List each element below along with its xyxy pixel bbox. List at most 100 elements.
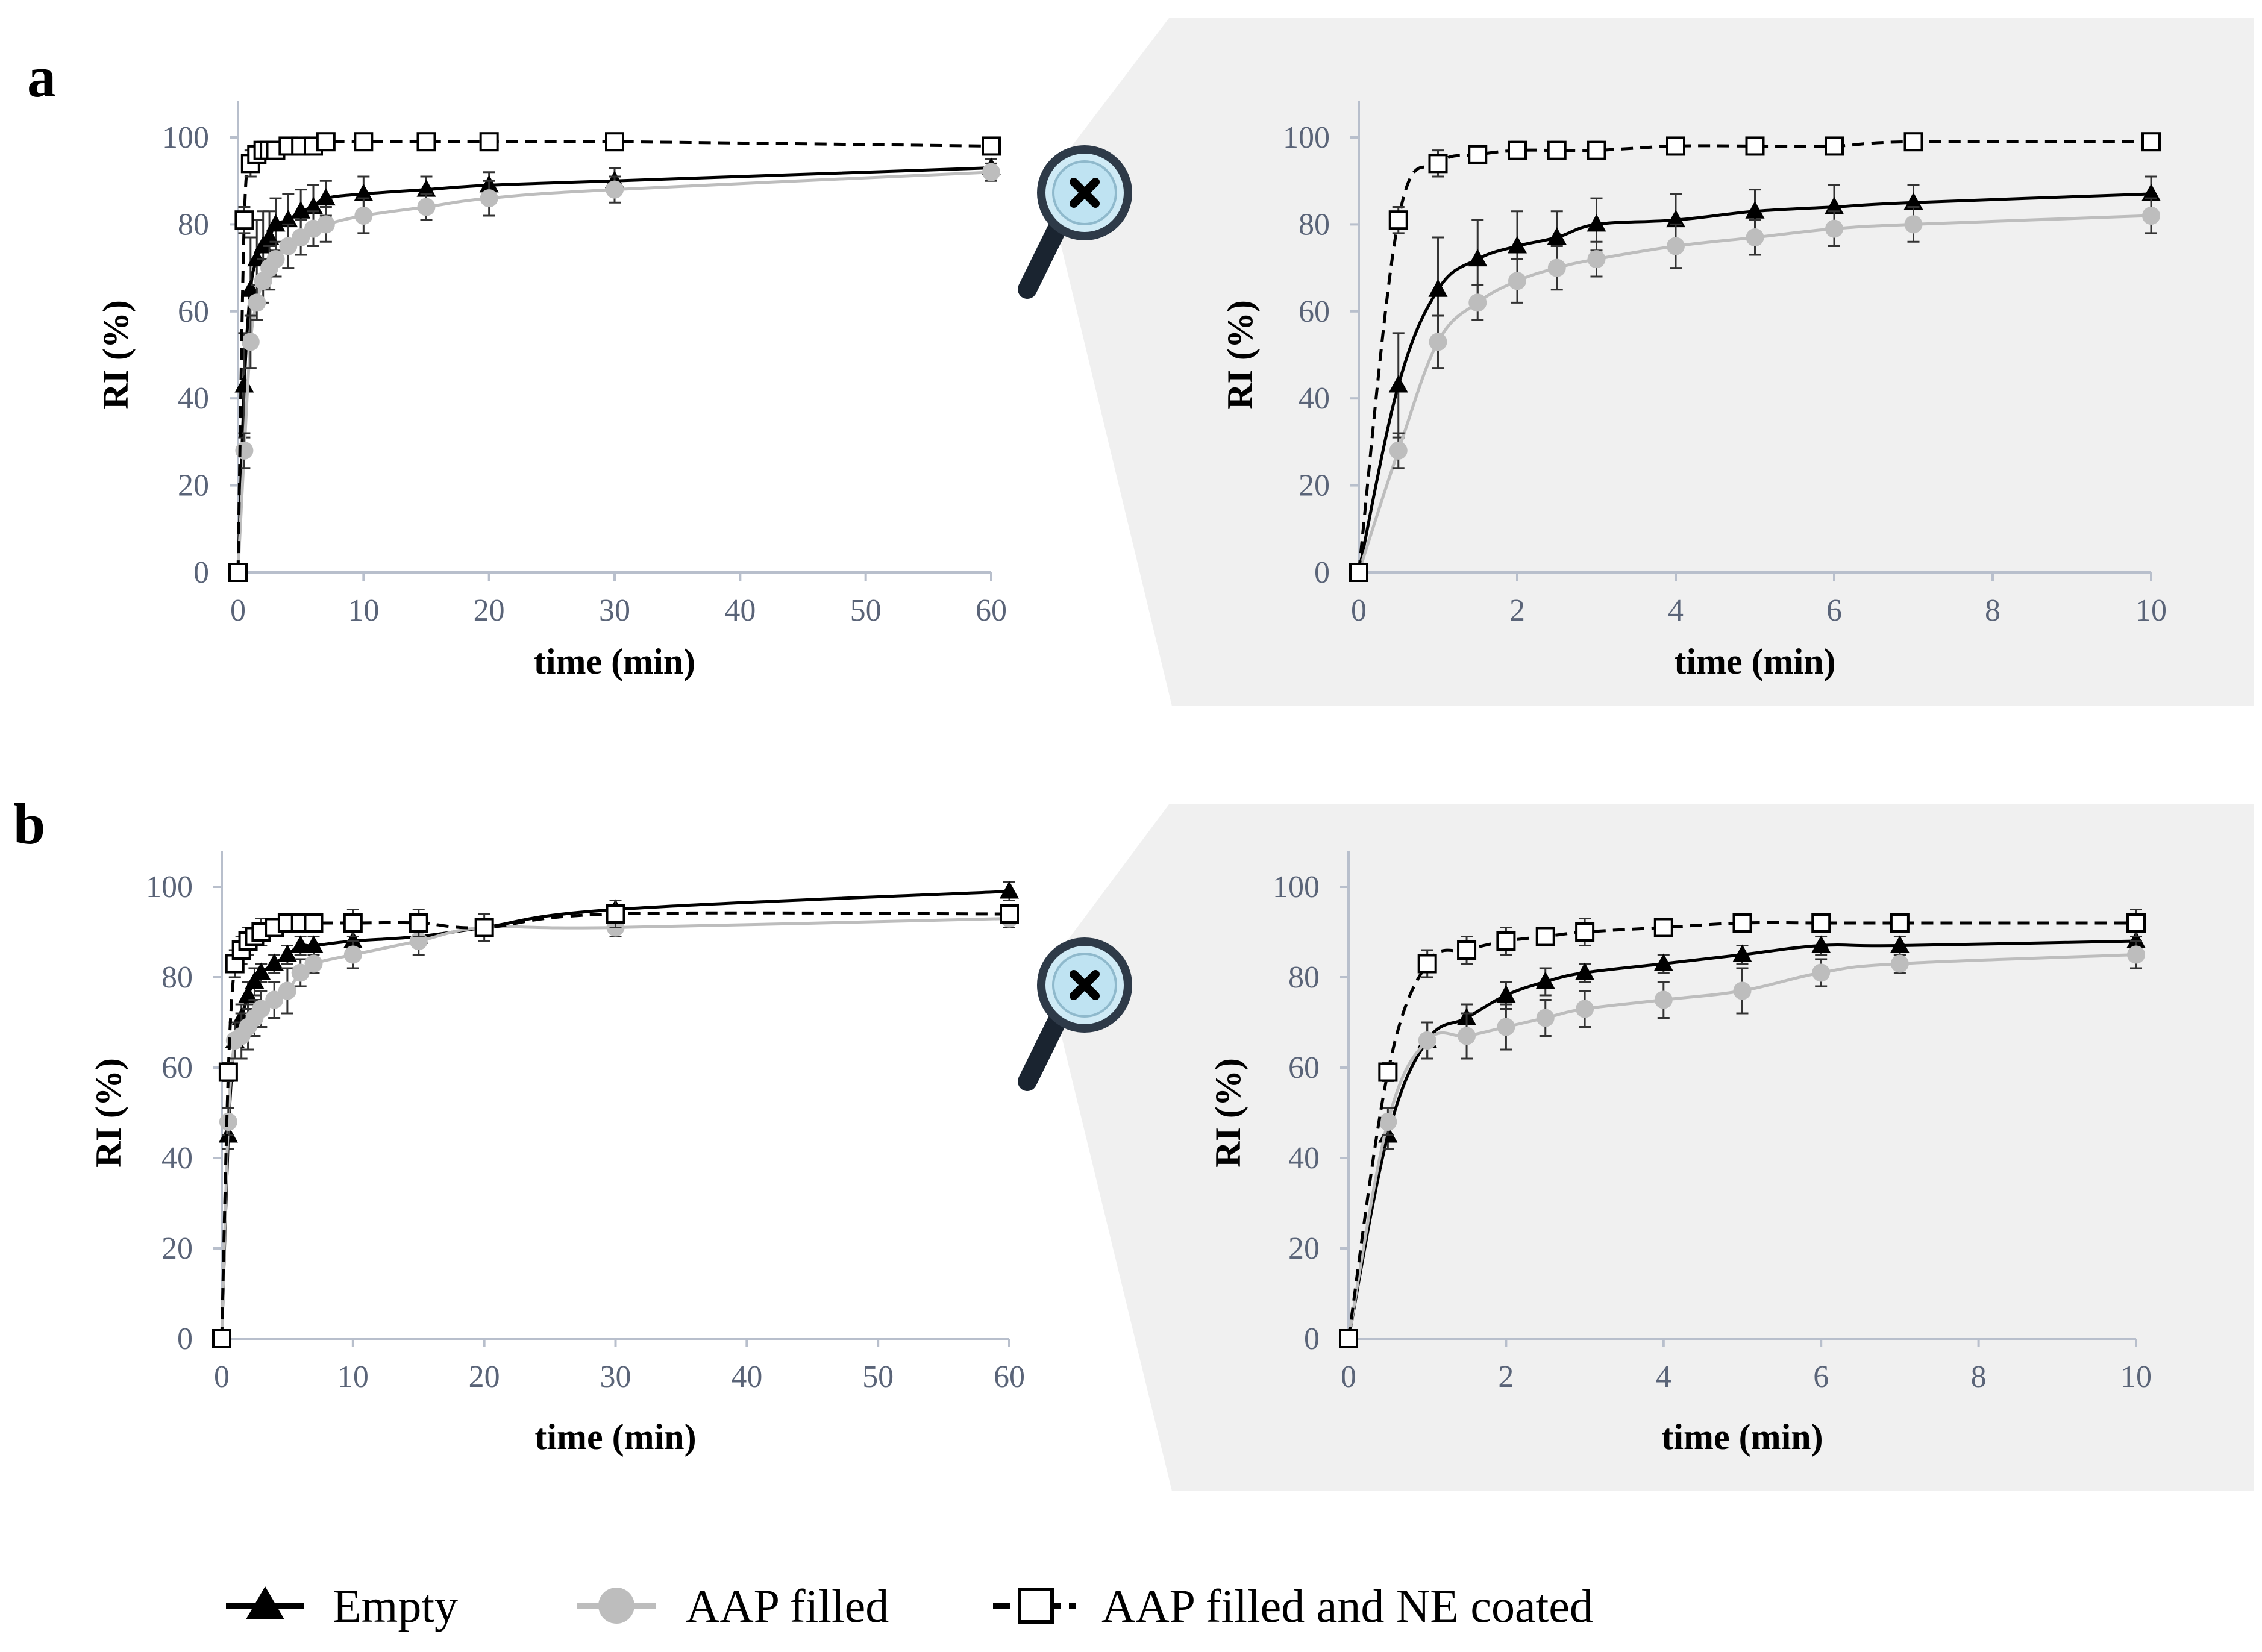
data-point-triangle (290, 935, 310, 953)
data-point-triangle (245, 971, 265, 989)
x-tick-label: 60 (976, 593, 1007, 628)
y-tick-label: 60 (1288, 1051, 1320, 1085)
x-tick-label: 30 (599, 593, 630, 628)
data-point-triangle (1468, 249, 1488, 267)
data-point-circle (2127, 945, 2145, 964)
data-point-circle (316, 215, 335, 234)
data-point-triangle (1587, 214, 1606, 232)
x-tick-label: 40 (731, 1360, 762, 1394)
x-tick-label: 0 (214, 1360, 230, 1394)
data-point-triangle (316, 188, 336, 206)
data-point-triangle (260, 227, 280, 245)
y-tick-label: 40 (161, 1141, 193, 1175)
data-point-square (228, 563, 248, 582)
data-point-triangle (240, 279, 260, 297)
data-point-circle (1576, 1000, 1594, 1018)
x-tick-label: 6 (1813, 1360, 1829, 1394)
data-point-triangle (1000, 881, 1019, 899)
y-tick-label: 0 (193, 555, 209, 590)
data-point-circle (1458, 1027, 1476, 1045)
y-tick-label: 80 (1288, 960, 1320, 995)
series-aap-filled-and-ne-coated (1339, 909, 2146, 1348)
data-point-square (1587, 140, 1606, 160)
x-tick-label: 40 (724, 593, 756, 628)
data-point-square (212, 1329, 231, 1348)
chart-b-full: 0 20 40 60 80 100 0 10 20 30 40 50 60 time (min) RI (%… (89, 851, 1025, 1457)
data-point-triangle (277, 944, 297, 962)
y-axis-title: RI (%) (1208, 1058, 1248, 1168)
data-point-circle (1654, 990, 1673, 1009)
x-tick-label: 10 (348, 593, 379, 628)
data-point-square (1428, 154, 1448, 174)
x-tick-label: 50 (850, 593, 882, 628)
data-point-square (1666, 136, 1685, 156)
x-tick-label: 2 (1509, 593, 1525, 628)
data-point-triangle (1508, 236, 1527, 254)
data-point-circle (1536, 1009, 1555, 1027)
x-tick-label: 2 (1498, 1360, 1514, 1394)
legend-label-empty: Empty (333, 1580, 458, 1632)
data-point-triangle (304, 935, 324, 953)
y-tick-label: 0 (177, 1322, 193, 1356)
y-tick-label: 0 (1314, 555, 1330, 590)
x-tick-label: 8 (1971, 1360, 1987, 1394)
data-point-triangle (265, 953, 284, 971)
zoom-magnifier-icon (1018, 937, 1132, 1091)
data-point-triangle (1811, 935, 1831, 953)
data-point-triangle (1428, 279, 1448, 297)
x-tick-label: 20 (469, 1360, 500, 1394)
series-empty (1349, 175, 2161, 580)
data-point-square (316, 132, 336, 152)
series-line-empty (236, 166, 992, 573)
series-line-aap-filled (220, 917, 1010, 1339)
data-point-circle (291, 963, 310, 982)
data-point-circle (417, 198, 436, 216)
y-tick-label: 20 (1299, 469, 1330, 503)
series-line-aap-filled-and-ne-coated (220, 911, 1010, 1339)
data-point-triangle (1745, 201, 1765, 219)
x-tick-label: 20 (474, 593, 505, 628)
data-point-circle (1812, 963, 1831, 982)
y-tick-label: 60 (178, 295, 209, 329)
data-point-square (1575, 922, 1595, 942)
x-tick-label: 0 (1341, 1360, 1356, 1394)
legend: Empty AAP filled AAP filled and NE coate… (226, 1580, 1593, 1632)
x-tick-label: 4 (1668, 593, 1684, 628)
data-point-triangle (251, 962, 271, 980)
x-axis-title: time (min) (534, 642, 695, 681)
y-tick-label: 80 (178, 207, 209, 242)
series-line-aap-filled-and-ne-coated (236, 140, 992, 573)
data-point-circle (1508, 272, 1526, 290)
data-point-circle (1746, 228, 1764, 247)
y-tick-label: 100 (162, 120, 209, 155)
data-point-circle (248, 293, 266, 312)
data-point-circle (266, 250, 285, 269)
data-point-circle (1904, 215, 1923, 234)
data-point-circle (1497, 1018, 1515, 1036)
zoom-background-a (1045, 18, 2254, 706)
data-point-square (1457, 940, 1477, 960)
data-point-circle (1825, 219, 1843, 238)
x-axis-title: time (min) (534, 1417, 696, 1457)
chart-a-zoom: 0 20 40 60 80 100 0 2 4 6 8 10 time (min) RI (%) (1220, 101, 2167, 681)
x-axis-title: time (min) (1661, 1417, 1823, 1457)
x-tick-label: 10 (2120, 1360, 2152, 1394)
x-axis-title: time (min) (1674, 642, 1835, 681)
data-point-circle (606, 180, 624, 199)
y-tick-label: 0 (1304, 1322, 1320, 1356)
data-point-triangle (1732, 944, 1752, 962)
x-tick-label: 8 (1985, 593, 2000, 628)
data-point-square (1745, 136, 1765, 156)
x-tick-label: 6 (1826, 593, 1842, 628)
data-point-circle (1890, 954, 1909, 973)
data-point-square (1653, 918, 1673, 937)
data-point-circle (480, 189, 498, 208)
series-line-aap-filled-and-ne-coated (1347, 921, 2136, 1339)
data-point-triangle (2141, 183, 2161, 201)
data-point-square (1388, 210, 1408, 230)
data-point-triangle (1388, 375, 1408, 393)
data-point-triangle (1496, 985, 1516, 1003)
series-aap-filled (1339, 940, 2145, 1348)
data-point-circle (241, 333, 260, 351)
data-point-square (1825, 136, 1844, 156)
